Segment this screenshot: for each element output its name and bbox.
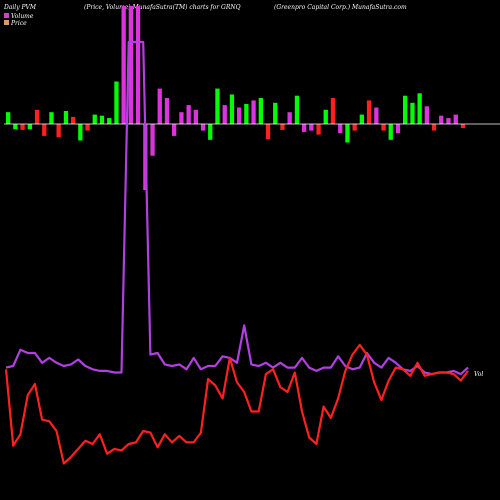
volume-bar-34: [251, 100, 256, 124]
volume-bar-45: [330, 98, 336, 124]
volume-bar-44: [323, 109, 328, 124]
volume-bar-57: [417, 93, 422, 124]
volume-bar-3: [27, 124, 32, 130]
header-left: Daily PVM: [3, 4, 37, 11]
volume-bar-30: [222, 105, 227, 124]
volume-bar-15: [114, 81, 119, 124]
volume-bar-16: [121, 6, 126, 124]
volume-bar-23: [172, 124, 177, 136]
volume-bar-40: [294, 95, 300, 124]
volume-bar-39: [287, 112, 292, 124]
header-right: (Greenpro Capital Corp.) MunafaSutra.com: [274, 4, 407, 11]
volume-bar-10: [78, 124, 83, 141]
legend-volume-label: Volume: [11, 13, 34, 20]
volume-bar-51: [374, 107, 379, 124]
volume-bar-60: [439, 115, 444, 124]
volume-bar-50: [366, 100, 372, 124]
volume-bar-35: [258, 98, 263, 124]
volume-bar-41: [302, 124, 307, 132]
volume-bar-0: [6, 112, 11, 124]
volume-bar-58: [424, 106, 429, 124]
volume-bar-43: [316, 124, 321, 135]
volume-bar-38: [280, 124, 285, 130]
volume-bar-25: [186, 105, 191, 124]
volume-bar-7: [56, 124, 61, 138]
volume-bar-47: [345, 124, 350, 143]
volume-bar-24: [179, 112, 184, 124]
volume-bar-53: [388, 124, 393, 140]
header-center: (Price, Volume) MunafaSutra(TM) charts f…: [84, 4, 241, 11]
volume-bar-55: [403, 95, 408, 124]
volume-bar-8: [63, 111, 69, 124]
volume-bar-9: [71, 116, 76, 124]
volume-bar-42: [309, 124, 314, 131]
volume-bar-63: [460, 124, 466, 128]
volume-bar-5: [42, 124, 47, 136]
volume-bar-48: [352, 124, 357, 131]
volume-bar-18: [135, 6, 141, 124]
volume-bar-31: [229, 94, 235, 124]
volume-bar-54: [395, 124, 401, 134]
volume-bar-52: [381, 124, 386, 131]
volume-bar-28: [208, 124, 213, 140]
volume-bar-29: [215, 88, 220, 124]
price-line: [4, 343, 469, 465]
volume-bar-22: [164, 98, 170, 124]
volume-bar-14: [107, 118, 112, 124]
volume-bar-33: [244, 103, 249, 124]
volume-bar-1: [13, 124, 18, 130]
end-label: Vol: [474, 371, 483, 378]
volume-bar-62: [453, 114, 458, 124]
volume-bar-46: [338, 124, 343, 134]
volume-bar-61: [446, 118, 451, 124]
legend-price-label: Price: [10, 20, 27, 27]
volume-bars: [6, 6, 466, 190]
volume-bar-59: [431, 124, 437, 131]
volume-bar-36: [265, 124, 271, 140]
volume-bar-56: [410, 102, 415, 124]
volume-bar-12: [92, 114, 97, 124]
volume-bar-2: [20, 124, 25, 130]
volume-bar-32: [237, 107, 242, 124]
volume-bar-49: [359, 114, 364, 124]
volume-bar-6: [49, 112, 54, 124]
volume-bar-26: [193, 109, 198, 124]
volume-bar-37: [273, 102, 278, 124]
volume-bar-21: [157, 88, 162, 124]
legend-price-swatch: [4, 20, 9, 25]
volume-bar-13: [99, 115, 105, 124]
series-lines: [4, 40, 469, 465]
volume-bar-11: [85, 124, 90, 131]
volume-bar-27: [200, 124, 206, 131]
volume-bar-20: [150, 124, 155, 156]
legend-volume-swatch: [4, 13, 9, 18]
volume-bar-17: [128, 6, 133, 124]
volume-line: [5, 40, 469, 376]
volume-bar-4: [34, 109, 40, 124]
